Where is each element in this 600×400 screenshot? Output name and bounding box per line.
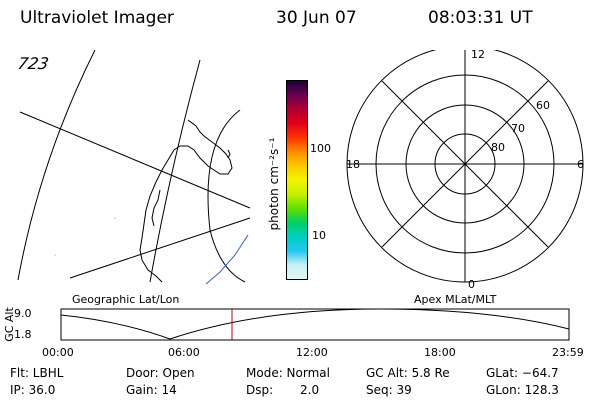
- meridian-diag-2: [381, 80, 549, 248]
- info-mode: Mode: Normal: [246, 366, 330, 380]
- colorbar-gradient: [287, 81, 307, 279]
- altitude-plot-frame: [60, 308, 570, 341]
- mlt-label-0: 0: [468, 278, 475, 291]
- lon-line-2: [69, 217, 251, 279]
- alt-ytick-1-8: 1.8: [14, 328, 32, 341]
- info-flt: Flt: LBHL: [10, 366, 64, 380]
- geo-caption: Geographic Lat/Lon: [72, 293, 180, 306]
- altitude-plot: [60, 308, 570, 341]
- alt-ytick-9: 9.0: [14, 307, 32, 320]
- info-ip: IP: 36.0: [10, 383, 56, 397]
- info-door: Door: Open: [126, 366, 195, 380]
- altitude-curve: [60, 308, 570, 340]
- alt-xtick-1200: 12:00: [296, 346, 328, 359]
- colorbar-tick-10: 10: [312, 229, 326, 242]
- satellite-track: [205, 234, 249, 285]
- polar-grid: [346, 50, 584, 283]
- mlt-label-6: 6: [577, 158, 584, 171]
- info-glon: GLon: 128.3: [486, 383, 559, 397]
- info-glat: GLat: −64.7: [486, 366, 559, 380]
- alt-xtick-0000: 00:00: [42, 346, 74, 359]
- colorbar-tick-100: 100: [310, 142, 331, 155]
- info-gcalt: GC Alt: 5.8 Re: [366, 366, 450, 380]
- lat-arc-1: [17, 50, 96, 281]
- info-dsp: Dsp:: [246, 383, 274, 397]
- lat-label-80: 80: [491, 141, 505, 154]
- colorbar: [286, 80, 308, 280]
- lat-arc-3: [207, 109, 246, 283]
- instrument-title: Ultraviolet Imager: [20, 8, 174, 28]
- lat-label-60: 60: [536, 99, 550, 112]
- geo-corner-label: 723: [16, 54, 51, 73]
- time-label: 08:03:31 UT: [428, 8, 533, 28]
- lat-label-70: 70: [511, 122, 525, 135]
- alt-ylabel: GC Alt: [2, 307, 16, 342]
- lat-arc-2: [149, 59, 201, 283]
- info-seq: Seq: 39: [366, 383, 412, 397]
- alt-xtick-2359: 23:59: [552, 346, 584, 359]
- lon-line-1: [19, 111, 251, 209]
- coastline: [139, 119, 233, 283]
- info-dsp-value: 2.0: [300, 383, 320, 397]
- alt-xtick-1800: 18:00: [424, 346, 456, 359]
- polar-caption: Apex MLat/MLT: [414, 293, 497, 306]
- coastline-detail: [151, 189, 161, 227]
- geographic-map: [10, 50, 255, 290]
- info-gain: Gain: 14: [126, 383, 177, 397]
- alt-xtick-0600: 06:00: [168, 346, 200, 359]
- date-label: 30 Jun 07: [276, 8, 357, 28]
- mlt-label-18: 18: [346, 158, 360, 171]
- colorbar-label: photon cm⁻²s⁻¹: [267, 137, 281, 231]
- mlt-label-12: 12: [471, 48, 485, 61]
